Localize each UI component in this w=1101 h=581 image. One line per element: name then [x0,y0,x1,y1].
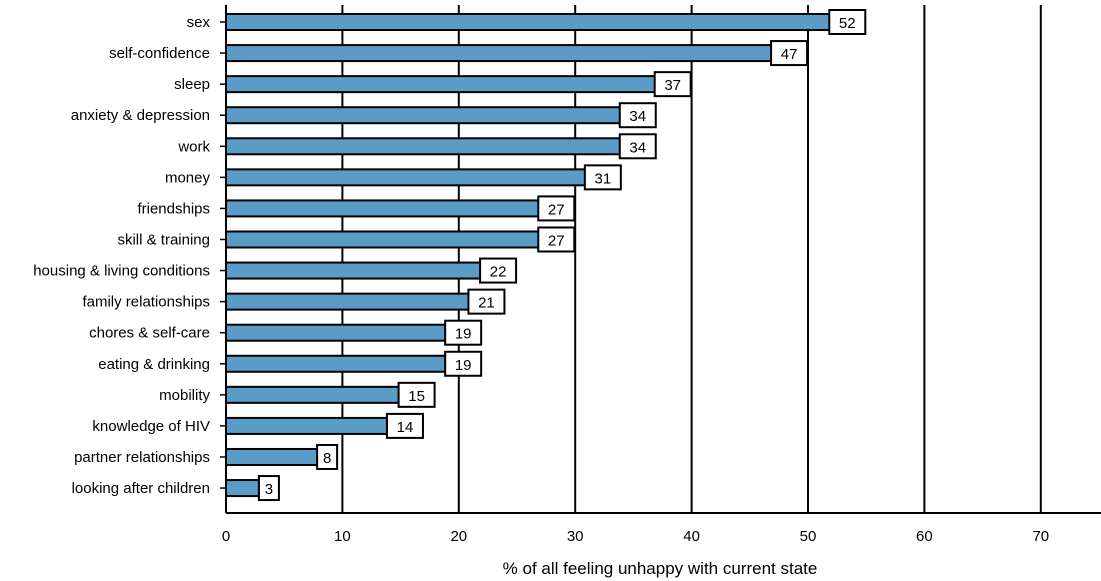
category-label: chores & self-care [89,325,210,342]
value-label: 52 [839,15,856,32]
value-label: 27 [548,232,565,249]
value-label: 19 [455,326,472,343]
value-label-box [316,443,339,470]
value-label-box [397,381,436,408]
value-label-box [828,9,867,35]
bar [225,168,588,187]
x-axis-title: % of all feeling unhappy with current st… [503,559,818,578]
bars [225,13,833,498]
bar [225,230,542,249]
value-label-box [257,475,280,502]
x-tick-label: 30 [567,528,584,545]
data-labels: 52 47 37 34 34 31 27 27 22 21 19 19 15 14 8 3 [257,9,867,502]
value-label: 15 [408,388,425,405]
value-label-box [618,102,657,129]
bar [225,479,262,498]
value-label: 34 [629,139,646,156]
value-label-box [479,257,518,284]
category-label: knowledge of HIV [92,418,210,435]
value-label: 37 [664,77,681,94]
value-label: 27 [548,201,565,218]
value-label-box [467,288,506,315]
value-label: 31 [594,170,611,187]
x-tick-label: 60 [916,528,933,545]
category-label: work [177,138,210,155]
value-label-box [385,412,424,439]
x-tick-label: 0 [222,528,230,545]
category-label: friendships [137,200,210,217]
value-label: 21 [478,295,495,312]
category-label: sex [187,14,211,31]
bar [225,292,472,311]
value-label: 8 [323,450,331,467]
x-tick-label: 70 [1032,528,1049,545]
bar [225,354,449,373]
value-label-box [770,40,809,67]
bar [225,323,449,342]
value-label: 3 [265,481,273,498]
category-label: sleep [174,76,210,93]
bar [225,106,623,125]
axes: 0 10 20 30 40 50 60 70 sex self-confidence sleep an… [33,5,1101,545]
value-label-box [653,71,692,98]
value-label: 14 [397,419,414,436]
value-label: 34 [629,108,646,125]
x-tick-label: 50 [800,528,817,545]
value-label-box [537,226,576,253]
bar [225,13,833,31]
bar [225,416,390,435]
category-label: anxiety & depression [71,107,210,124]
value-label: 19 [455,357,472,374]
x-tick-label: 20 [450,528,467,545]
bar [225,385,402,404]
x-tick-label: 10 [334,528,351,545]
value-label-box [537,195,576,222]
category-label: partner relationships [74,449,210,466]
value-label-box [618,133,657,160]
value-label-box [444,350,483,377]
category-label: family relationships [82,294,210,311]
value-label-box [583,164,622,191]
bar [225,44,775,63]
bar [225,261,484,280]
x-tick-label: 40 [683,528,700,545]
category-label: money [165,169,211,186]
bar [225,199,542,218]
bar [225,137,623,156]
value-label: 47 [781,46,798,63]
category-label: skill & training [117,231,210,248]
category-label: mobility [159,387,210,404]
value-label-box [444,319,483,346]
category-label: eating & drinking [98,356,210,373]
category-label: self-confidence [109,45,210,62]
bar [225,75,658,94]
value-label: 22 [490,264,507,281]
category-label: housing & living conditions [33,263,210,280]
bar [225,447,321,466]
category-label: looking after children [72,480,210,497]
